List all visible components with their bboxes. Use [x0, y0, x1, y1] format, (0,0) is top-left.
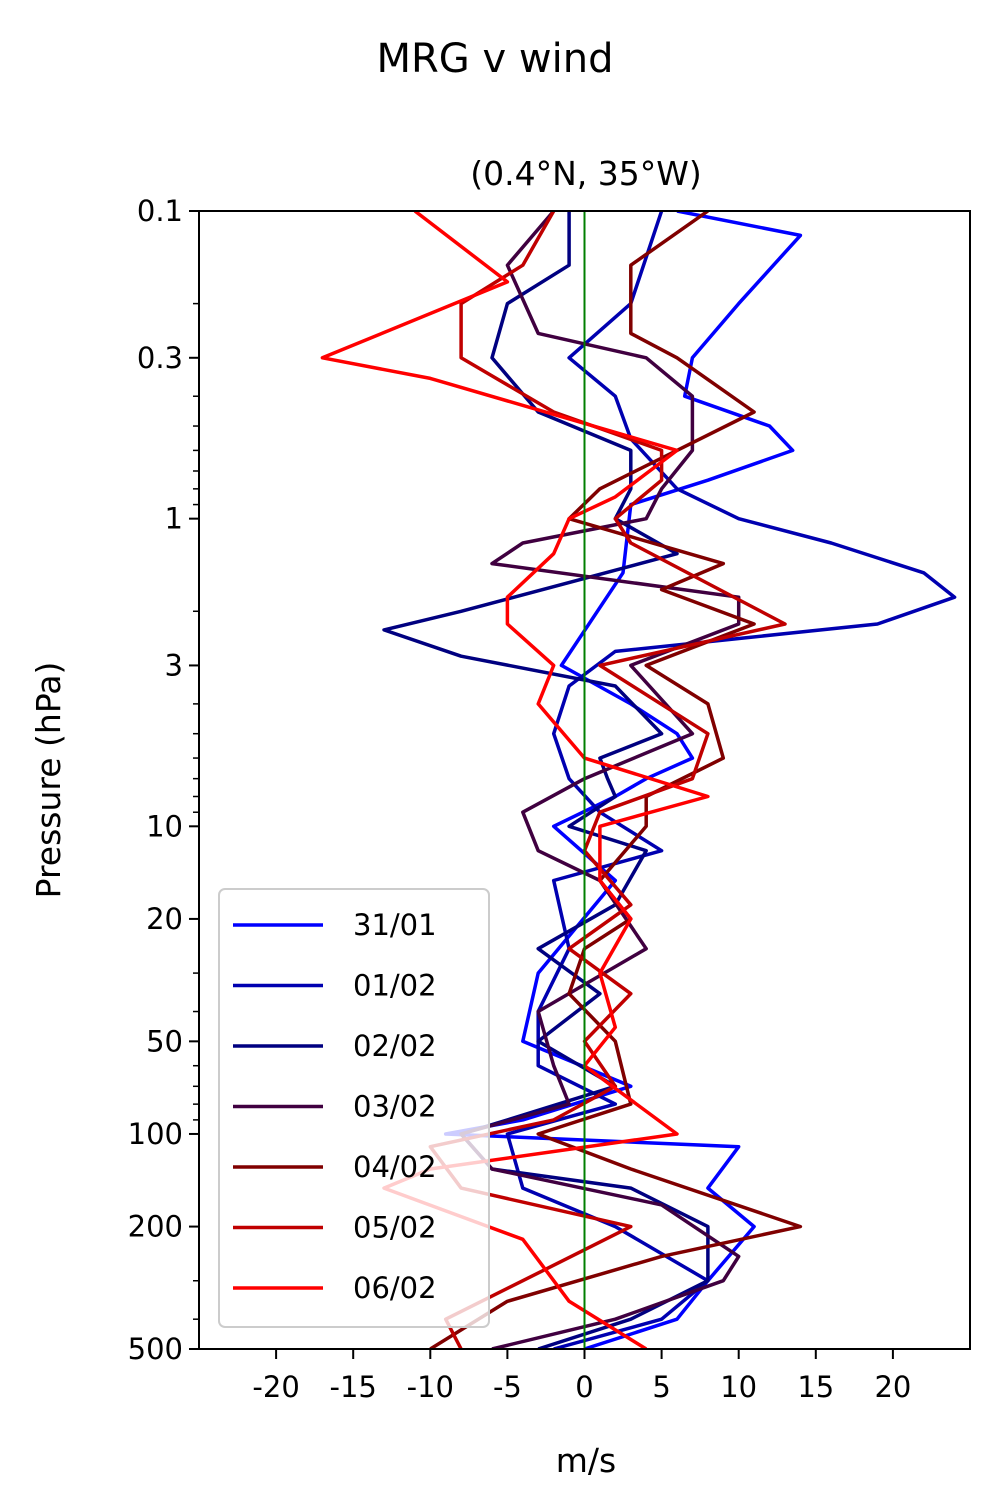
legend-label: 01/02 — [353, 969, 437, 1003]
x-tick-label: 10 — [720, 1370, 757, 1404]
y-tick-label: 10 — [146, 809, 183, 843]
chart-title: MRG v wind — [377, 36, 614, 82]
x-tick-label: -5 — [493, 1370, 522, 1404]
legend-label: 06/02 — [353, 1271, 437, 1305]
y-tick-label: 0.3 — [137, 341, 183, 375]
x-tick-label: -20 — [252, 1370, 299, 1404]
series-lines — [320, 211, 957, 1349]
series-line-1 — [505, 211, 957, 1349]
axis-ticks: -20 -15 -10 -5 0 5 10 15 20 0.1 0.3 1 3 10 20 50 100 200 5… — [128, 194, 912, 1404]
y-tick-label: 50 — [146, 1024, 183, 1058]
legend-label: 31/01 — [353, 908, 437, 942]
legend-label: 05/02 — [353, 1211, 437, 1245]
y-tick-label: 1 — [165, 502, 183, 536]
y-tick-label: 100 — [128, 1117, 183, 1151]
y-axis-label: Pressure (hPa) — [29, 662, 68, 899]
x-axis-label: m/s — [556, 1441, 616, 1480]
legend-label: 02/02 — [353, 1029, 437, 1063]
legend-label: 04/02 — [353, 1150, 437, 1184]
x-tick-label: 20 — [874, 1370, 911, 1404]
plot-area — [198, 210, 971, 1350]
legend-box — [218, 888, 490, 1328]
x-tick-label: -10 — [407, 1370, 454, 1404]
chart-subtitle: (0.4°N, 35°W) — [470, 154, 702, 193]
x-tick-label: -15 — [330, 1370, 377, 1404]
y-tick-label: 500 — [128, 1332, 183, 1366]
y-tick-label: 20 — [146, 902, 183, 936]
x-tick-label: 15 — [797, 1370, 834, 1404]
y-tick-label: 200 — [128, 1210, 183, 1244]
legend: 31/01 01/02 02/02 03/02 04/02 05/02 06/02 — [218, 888, 490, 1328]
y-tick-label: 0.1 — [137, 194, 183, 228]
x-tick-label: 0 — [575, 1370, 593, 1404]
y-tick-label: 3 — [165, 648, 183, 682]
legend-label: 03/02 — [353, 1090, 437, 1124]
x-tick-label: 5 — [652, 1370, 670, 1404]
